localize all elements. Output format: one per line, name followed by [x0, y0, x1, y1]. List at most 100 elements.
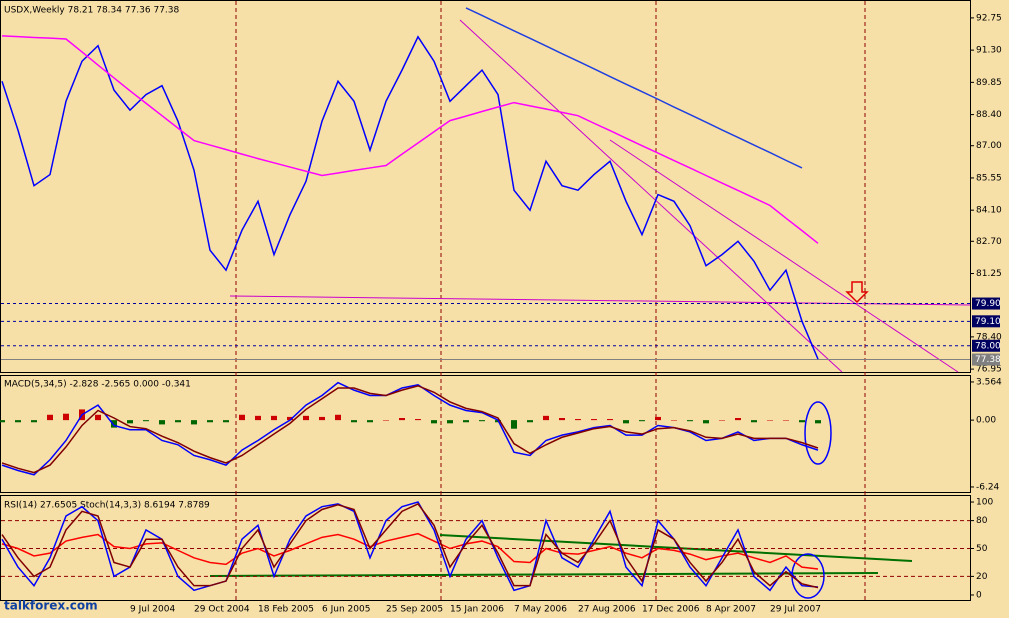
histogram-bar [15, 420, 21, 423]
histogram-bar [735, 417, 741, 421]
last-price-box [972, 353, 1000, 366]
y-tick-label: -6.24 [976, 482, 1000, 492]
histogram-bar [319, 416, 325, 421]
highlight-ellipse [804, 401, 832, 465]
histogram-bar [447, 420, 453, 424]
trend-lines [209, 19, 971, 599]
histogram-bar [175, 420, 181, 423]
histogram-bar [95, 414, 101, 421]
price-level-label: 78.00 [975, 341, 1001, 351]
histogram-bar [703, 420, 709, 424]
y-tick-label: 92.75 [976, 13, 1002, 23]
histogram-bar [383, 420, 389, 421]
series-line [1, 502, 819, 589]
y-tick-label: 87.00 [976, 141, 1002, 151]
histogram-bar [223, 420, 229, 423]
x-tick-label: 18 Feb 2005 [258, 605, 314, 615]
main-frame [0, 0, 971, 373]
series-line [1, 501, 819, 592]
series-line [1, 35, 819, 360]
histogram-bar [623, 420, 629, 424]
histogram-bar [0, 420, 5, 423]
watermark: talkforex.com [4, 599, 98, 613]
x-tick-label: 17 Dec 2006 [642, 605, 700, 615]
histogram-bar [335, 414, 341, 421]
x-tick-label: 6 Jun 2005 [322, 605, 370, 615]
last-price-label: 77.38 [975, 355, 1001, 365]
y-tick-label: 89.85 [976, 78, 1002, 88]
histogram-bar [751, 420, 757, 423]
down-arrow [845, 281, 869, 304]
histogram-bar [415, 419, 421, 421]
histogram-bar [207, 420, 213, 423]
trend-line [439, 534, 913, 562]
macd-frame [0, 375, 971, 493]
y-tick-label: 91.30 [976, 46, 1002, 56]
y-tick-label: 82.70 [976, 237, 1002, 247]
price-level-box [972, 315, 1000, 328]
trend-line [229, 295, 971, 306]
histogram-bar [527, 420, 533, 423]
histogram-bar [559, 417, 565, 421]
trend-line [459, 19, 843, 373]
histogram-bar [671, 420, 677, 421]
histogram-bar [255, 415, 261, 421]
histogram-bar [607, 419, 613, 421]
panel-frames [0, 0, 971, 601]
histogram-bar [303, 415, 309, 421]
histogram-bar [351, 420, 357, 423]
y-tick-label: 88.40 [976, 110, 1002, 120]
x-tick-label: 29 Jul 2007 [770, 605, 821, 615]
rsi-frame [0, 495, 971, 601]
histogram-bar [367, 420, 373, 423]
trend-line [609, 139, 959, 373]
histogram-bar [31, 420, 37, 423]
series-line [1, 385, 819, 474]
histogram-bar [63, 413, 69, 421]
x-tick-label: 8 Apr 2007 [706, 605, 756, 615]
histogram-bar [239, 414, 245, 421]
price-level-label: 79.10 [975, 317, 1001, 327]
histogram-bar [127, 420, 133, 424]
histogram-bar [47, 414, 53, 421]
x-tick-label: 27 Aug 2006 [578, 605, 636, 615]
y-tick-label: 85.55 [976, 173, 1002, 183]
price-level-box [972, 339, 1000, 352]
trend-line [209, 572, 879, 577]
y-tick-label: 100 [976, 498, 993, 508]
y-tick-label: 3.564 [976, 377, 1002, 387]
histogram-bar [463, 420, 469, 423]
y-tick-label: 0 [976, 590, 982, 600]
histogram-bar [575, 419, 581, 421]
histogram-bar [783, 420, 789, 421]
y-tick-label: 81.25 [976, 269, 1002, 279]
y-tick-label: 84.10 [976, 206, 1002, 216]
price-level-box [972, 297, 1000, 310]
histogram-bar [271, 415, 277, 421]
histogram-bar [431, 420, 437, 424]
histogram-bar [287, 416, 293, 421]
x-tick-label: 29 Oct 2004 [194, 605, 250, 615]
price-level-label: 79.90 [975, 299, 1001, 309]
histogram-bar [399, 417, 405, 421]
vertical-grid [235, 1, 866, 600]
histogram-bar [655, 416, 661, 421]
x-tick-label: 25 Sep 2005 [386, 605, 443, 615]
histogram-bar [543, 415, 549, 421]
histogram-bar [799, 420, 805, 423]
x-tick-label: 7 May 2006 [514, 605, 567, 615]
y-tick-label: 50 [976, 544, 988, 554]
rsi-title: RSI(14) 27.6505 Stoch(14,3,3) 8.6194 7.8… [4, 501, 210, 511]
histogram-bar [191, 420, 197, 425]
main-title: USDX,Weekly 78.21 78.34 77.36 77.38 [4, 6, 180, 16]
histogram-bar [591, 419, 597, 421]
histogram-bar [143, 420, 149, 422]
y-tick-label: 80 [976, 516, 988, 526]
series-line [465, 7, 803, 169]
histogram-bar [767, 420, 773, 421]
histogram-bar [111, 420, 117, 428]
y-tick-label: 78.40 [976, 332, 1002, 342]
y-tick-label: 76.95 [976, 365, 1002, 375]
